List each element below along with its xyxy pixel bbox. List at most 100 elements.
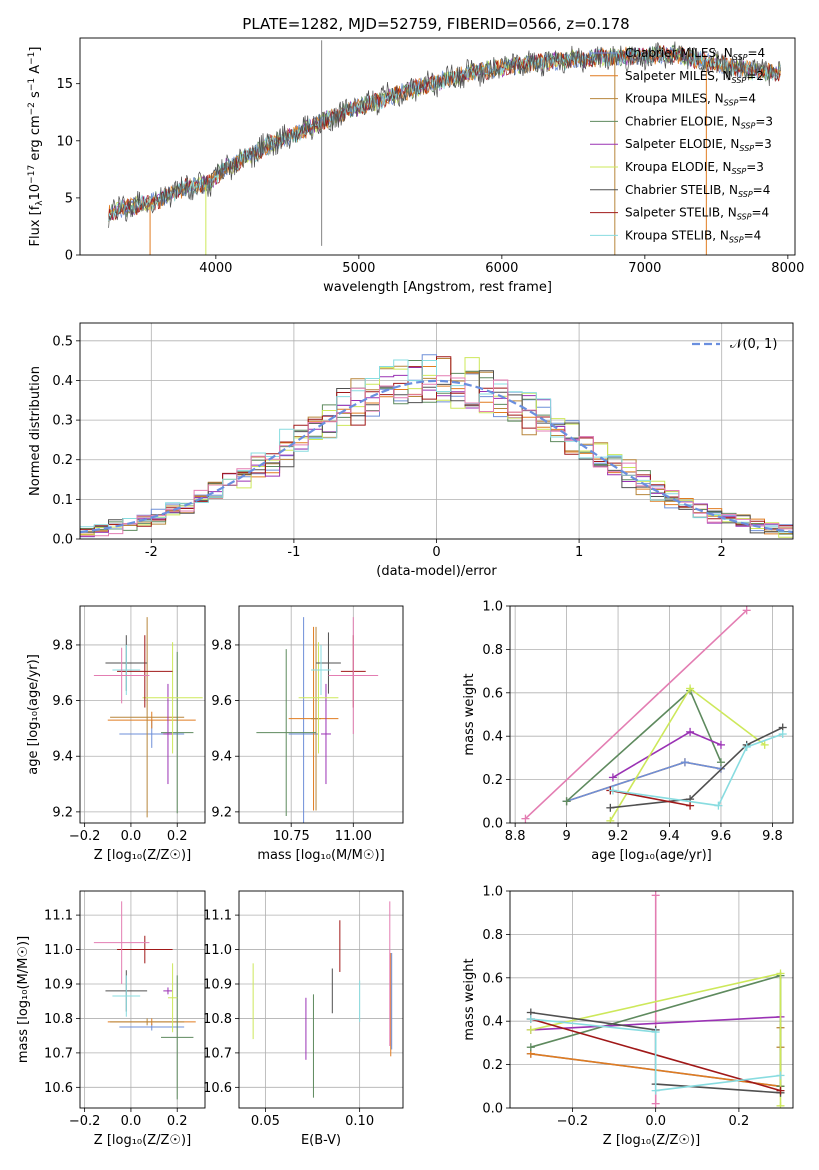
legend-label-part: SSP bbox=[738, 190, 753, 199]
legend-label-part: =3 bbox=[754, 137, 772, 151]
x-axis-label: mass [log₁₀(M/M☉)] bbox=[257, 848, 384, 863]
weight-line bbox=[610, 789, 691, 807]
y-tick-label: 9.2 bbox=[211, 805, 232, 820]
x-tick-label: −0.2 bbox=[557, 1114, 589, 1129]
spectrum-lines bbox=[108, 40, 781, 255]
axes-frame bbox=[509, 890, 794, 1109]
y-axis-label-part: −17 bbox=[27, 165, 37, 184]
legend-label-part: =2 bbox=[746, 69, 764, 83]
y-tick-label: 0.1 bbox=[52, 493, 73, 508]
y-tick-label: 11.0 bbox=[203, 943, 232, 958]
y-tick-label: 10 bbox=[56, 134, 73, 149]
y-axis-label-part: erg cm bbox=[28, 115, 43, 164]
legend-label: Kroupa STELIB, NSSP=4 bbox=[625, 228, 761, 244]
legend-label-part: Salpeter ELODIE, N bbox=[625, 137, 739, 151]
y-tick-label: 9.2 bbox=[52, 805, 73, 820]
x-axis-label: E(B-V) bbox=[301, 1133, 341, 1148]
x-tick-label: 0.0 bbox=[121, 1114, 142, 1129]
legend-label-part: Kroupa MILES, N bbox=[625, 92, 724, 106]
y-tick-label: 0.6 bbox=[482, 971, 503, 986]
age-vs-mass-panel: 10.75 11.00 9.2 9.4 9.6 9.8 mass [log₁₀(M/M☉)] bbox=[211, 605, 404, 863]
y-axis-label: Flux [fλ10−17 erg cm−2 s−1 A−1] bbox=[27, 47, 45, 247]
legend-label: Salpeter MILES, NSSP=2 bbox=[625, 69, 764, 85]
spectrum-series-line bbox=[108, 45, 781, 222]
residual-histogram bbox=[80, 375, 793, 537]
legend-label-part: =4 bbox=[738, 92, 756, 106]
x-tick-label: 9.8 bbox=[762, 829, 783, 844]
y-tick-label: 10.6 bbox=[44, 1081, 73, 1096]
y-axis-label-part: ] bbox=[28, 47, 43, 52]
y-tick-label: 1.0 bbox=[482, 600, 503, 615]
legend-label: Chabrier ELODIE, NSSP=3 bbox=[625, 114, 773, 130]
weight-line bbox=[610, 726, 784, 809]
x-tick-label: 0.2 bbox=[167, 1114, 188, 1129]
y-tick-label: 10.8 bbox=[203, 1012, 232, 1027]
x-tick-label: 0 bbox=[432, 545, 440, 560]
y-axis-label: Normed distribution bbox=[28, 366, 43, 496]
y-tick-label: 0.0 bbox=[482, 817, 503, 832]
y-axis-label: mass weight bbox=[462, 673, 477, 755]
axes-frame bbox=[79, 605, 206, 824]
legend-label-part: SSP bbox=[739, 144, 754, 153]
y-tick-label: 0.2 bbox=[482, 1058, 503, 1073]
x-tick-label: 0.05 bbox=[251, 1114, 280, 1129]
legend-label-part: Salpeter STELIB, N bbox=[625, 206, 737, 220]
x-tick-label: 8000 bbox=[771, 261, 804, 276]
y-tick-label: 0.0 bbox=[482, 1102, 503, 1117]
y-tick-label: 0.4 bbox=[52, 374, 73, 389]
y-tick-label: 11.0 bbox=[44, 943, 73, 958]
legend-label: Salpeter STELIB, NSSP=4 bbox=[625, 206, 769, 222]
y-tick-label: 0.2 bbox=[52, 453, 73, 468]
x-tick-label: −0.2 bbox=[69, 1114, 101, 1129]
legend-label-part: SSP bbox=[737, 213, 752, 222]
x-tick-label: 1 bbox=[575, 545, 583, 560]
legend-label-part: =3 bbox=[746, 160, 764, 174]
legend-label-part: Chabrier ELODIE, N bbox=[625, 114, 741, 128]
x-tick-label: 0.10 bbox=[345, 1114, 374, 1129]
y-tick-label: 15 bbox=[56, 77, 73, 92]
legend-label-part: Chabrier STELIB, N bbox=[625, 183, 738, 197]
legend-label: Chabrier MILES, NSSP=4 bbox=[625, 46, 765, 62]
x-tick-label: 9.6 bbox=[711, 829, 732, 844]
x-axis-label: age [log₁₀(age/yr)] bbox=[591, 848, 712, 863]
legend-label: 𝒩(0, 1) bbox=[730, 337, 777, 352]
weight-line bbox=[612, 731, 722, 779]
y-tick-label: 9.8 bbox=[52, 638, 73, 653]
legend-label: Chabrier STELIB, NSSP=4 bbox=[625, 183, 770, 199]
x-tick-label: -1 bbox=[287, 545, 300, 560]
legend-label-part: Kroupa STELIB, N bbox=[625, 228, 729, 242]
x-tick-label: 0.2 bbox=[167, 829, 188, 844]
y-tick-label: 0.6 bbox=[482, 686, 503, 701]
legend-label: Salpeter ELODIE, NSSP=3 bbox=[625, 137, 772, 153]
y-tick-label: 10.7 bbox=[44, 1046, 73, 1061]
x-tick-label: 4000 bbox=[199, 261, 232, 276]
x-tick-label: 7000 bbox=[628, 261, 661, 276]
legend-label-part: =4 bbox=[744, 228, 762, 242]
y-tick-label: 1.0 bbox=[482, 885, 503, 900]
y-tick-label: 11.1 bbox=[203, 909, 232, 924]
legend-label-part: SSP bbox=[733, 53, 748, 62]
y-axis-label-part: −1 bbox=[27, 78, 37, 91]
y-tick-label: 11.1 bbox=[44, 909, 73, 924]
legend-label-part: Salpeter MILES, N bbox=[625, 69, 732, 83]
y-tick-label: 9.8 bbox=[211, 638, 232, 653]
axes-frame bbox=[79, 37, 796, 256]
x-axis-label: Z [log₁₀(Z/Z☉)] bbox=[603, 1133, 700, 1148]
axes-frame bbox=[509, 605, 794, 824]
legend-label-part: =4 bbox=[747, 46, 765, 60]
legend-label-part: SSP bbox=[724, 99, 739, 108]
x-tick-label: 0.0 bbox=[121, 829, 142, 844]
weight-lines bbox=[521, 606, 787, 823]
y-tick-label: 10.7 bbox=[203, 1046, 232, 1061]
weight-line bbox=[530, 1016, 781, 1031]
y-tick-label: 0.3 bbox=[52, 414, 73, 429]
spectrum-series-line bbox=[108, 41, 781, 228]
weight-line bbox=[612, 733, 783, 807]
weight-vs-metallicity-panel: −0.2 0.0 0.2 0.0 0.2 0.4 0.6 0.8 1.0 Z [log₁₀(Z/Z… bbox=[462, 885, 794, 1148]
legend-label-part: SSP bbox=[732, 76, 747, 85]
error-bars bbox=[93, 901, 196, 1100]
x-tick-label: -2 bbox=[145, 545, 158, 560]
legend-label-part: SSP bbox=[732, 167, 747, 176]
x-tick-label: 11.00 bbox=[335, 829, 372, 844]
